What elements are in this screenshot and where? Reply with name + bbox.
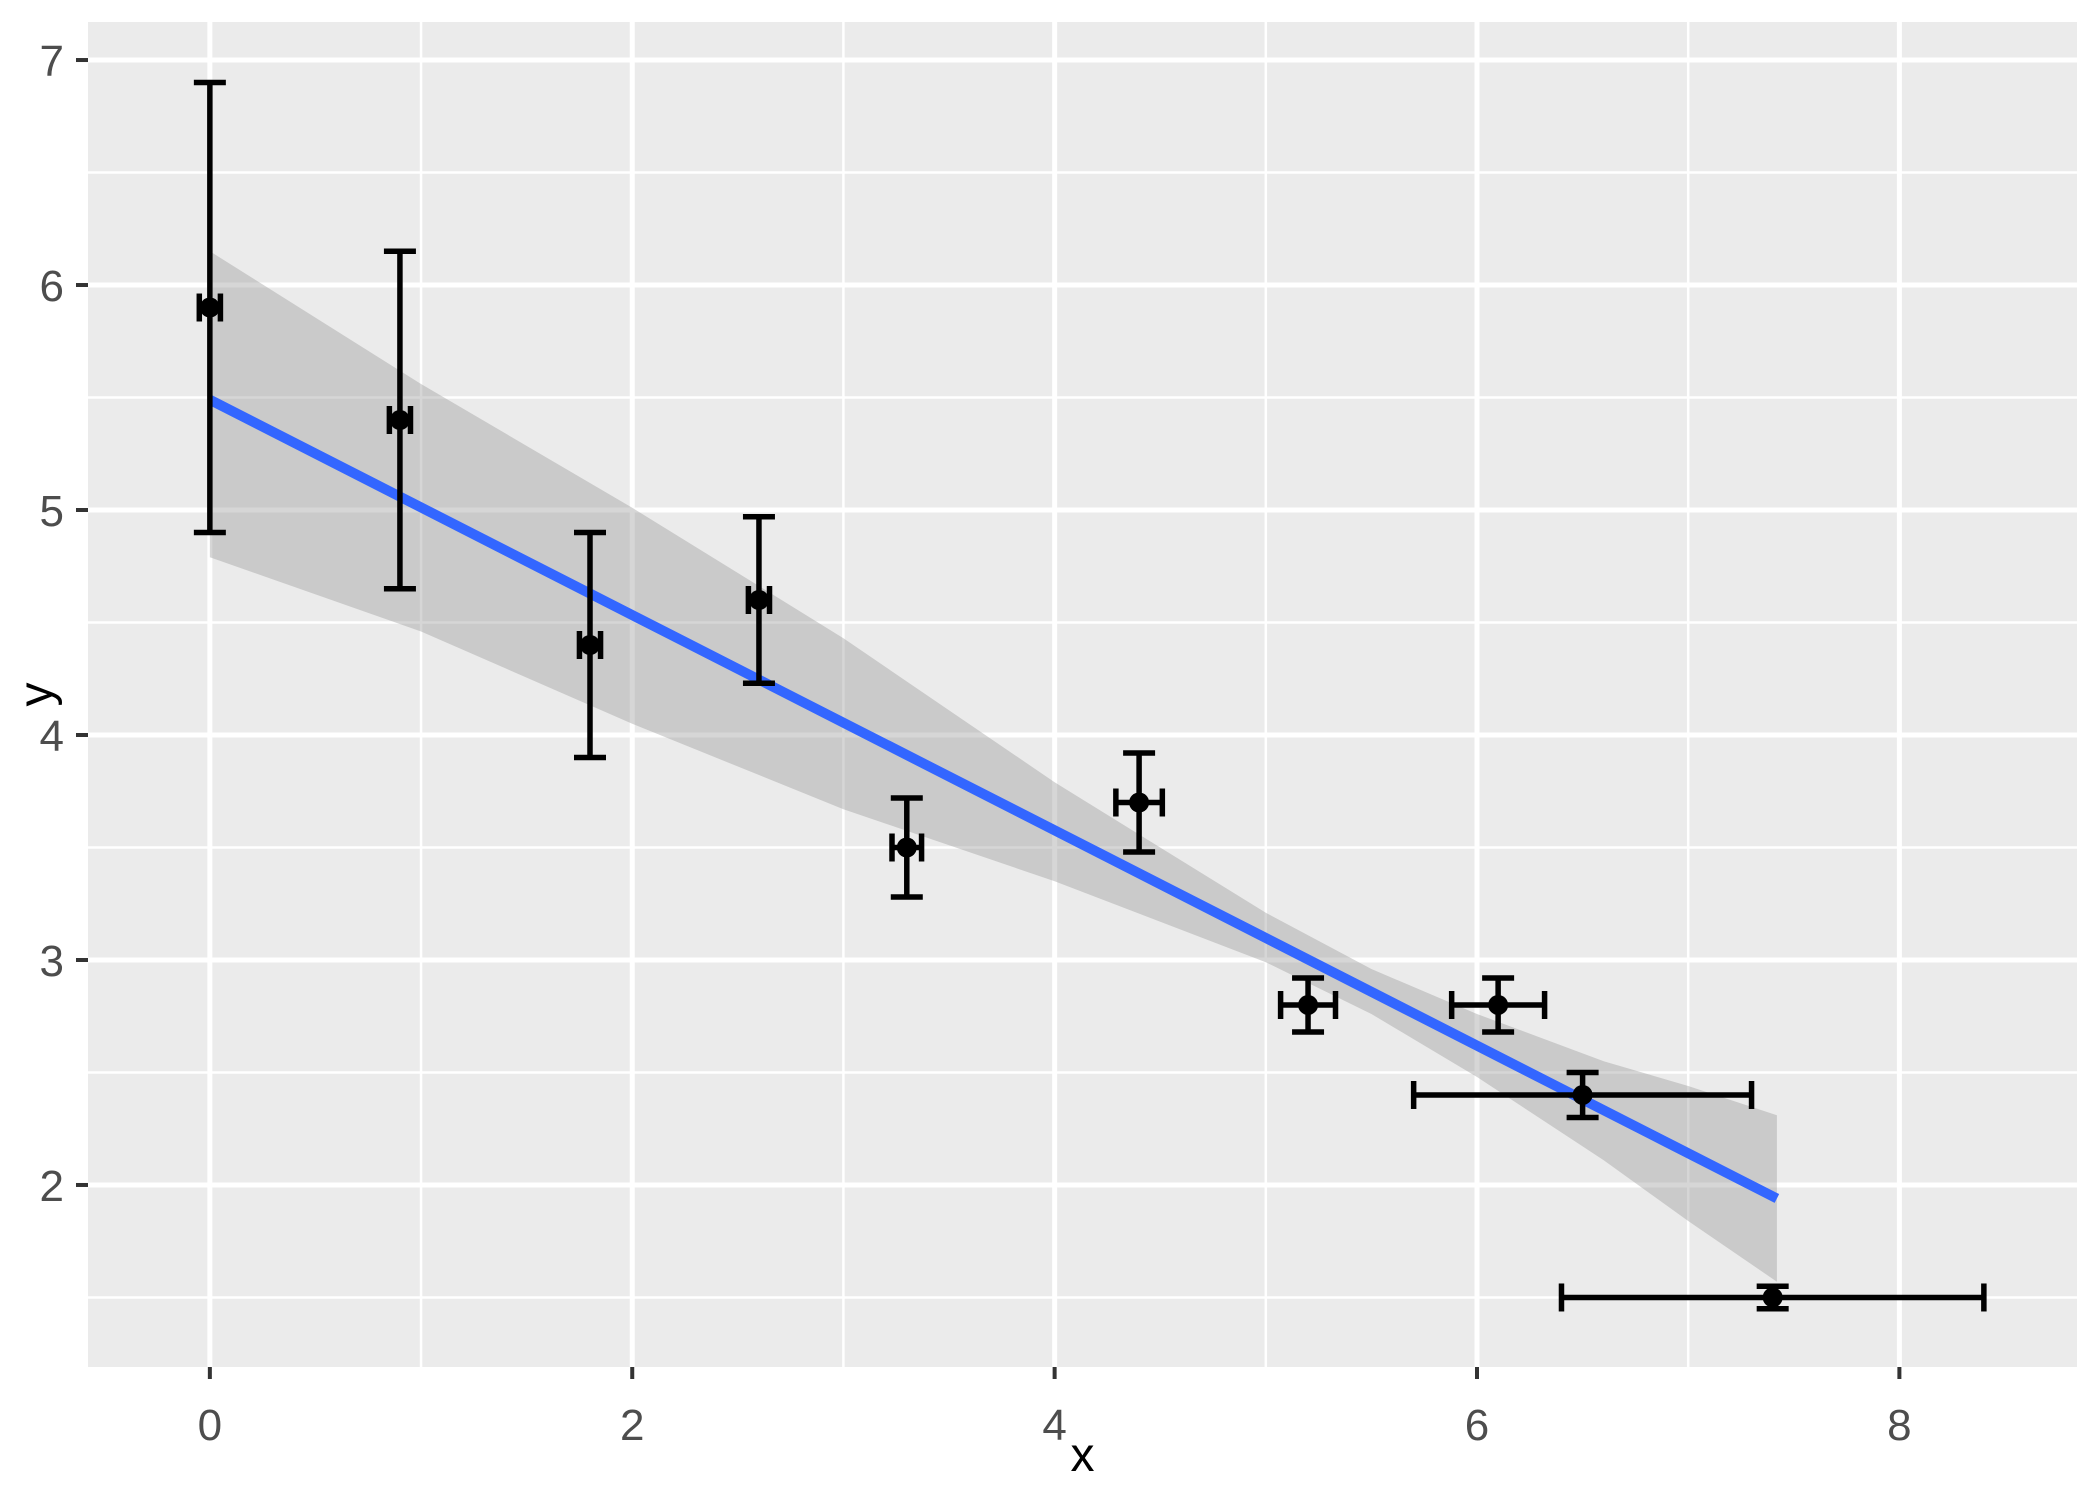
x-tick-label: 4	[1042, 1401, 1066, 1450]
data-point-marker	[748, 590, 769, 611]
data-point-marker	[1298, 994, 1319, 1015]
y-tick-labels: 2 3 4 5 6 7	[40, 37, 64, 1211]
y-tick-label: 6	[40, 262, 64, 311]
data-point-marker	[1572, 1084, 1593, 1105]
data-points	[199, 297, 1783, 1308]
confidence-band	[209, 251, 1777, 1282]
y-axis-title: y	[10, 683, 63, 707]
x-tick-label: 0	[198, 1401, 222, 1450]
x-axis-title: x	[1071, 1429, 1095, 1482]
data-point-marker	[1762, 1287, 1783, 1308]
data-point-marker	[199, 297, 220, 318]
data-point-marker	[1488, 994, 1509, 1015]
y-tick-label: 3	[40, 937, 64, 986]
data-point-marker	[1129, 792, 1150, 813]
x-tick-label: 8	[1887, 1401, 1911, 1450]
x-tick-labels: 0 2 4 6 8	[198, 1401, 1912, 1450]
regression-line	[207, 395, 1780, 1203]
x-tick-label: 2	[620, 1401, 644, 1450]
data-point-marker	[580, 635, 601, 656]
axis-tick-marks	[76, 58, 1902, 1379]
x-tick-label: 6	[1465, 1401, 1489, 1450]
y-tick-label: 7	[40, 37, 64, 86]
panel-background	[88, 22, 2077, 1367]
y-tick-label: 5	[40, 487, 64, 536]
data-point-marker	[896, 837, 917, 858]
data-point-marker	[389, 410, 410, 431]
minor-gridlines	[88, 22, 2077, 1367]
y-tick-label: 4	[40, 712, 64, 761]
y-tick-label: 2	[40, 1162, 64, 1211]
